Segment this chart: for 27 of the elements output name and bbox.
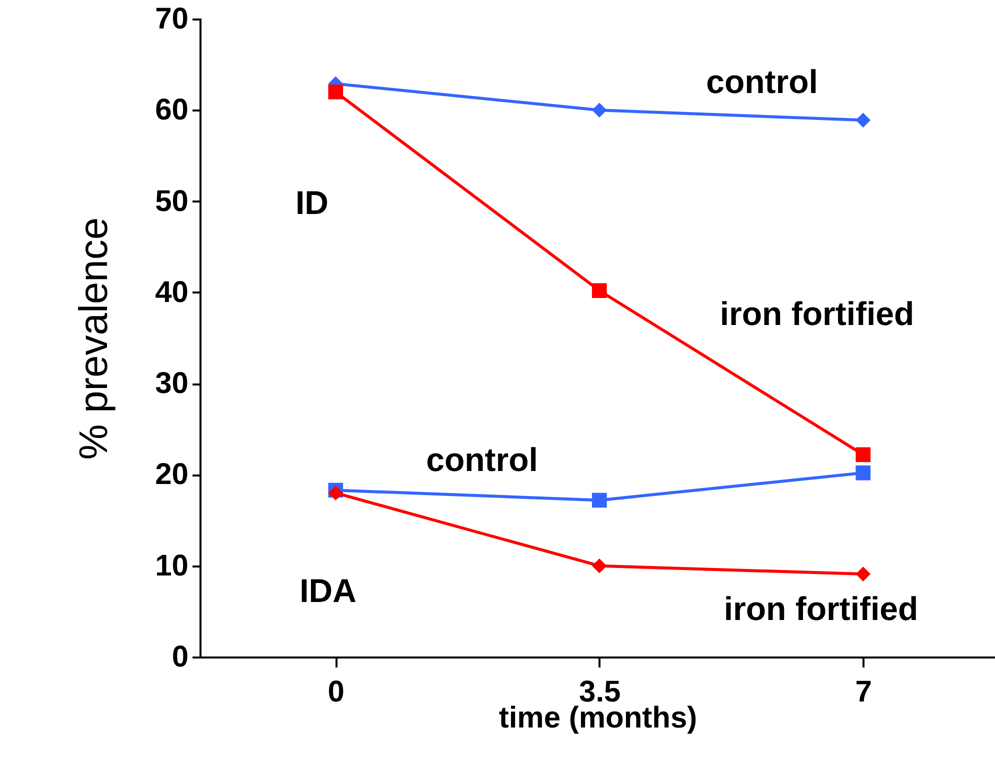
point bbox=[856, 566, 871, 582]
point bbox=[328, 486, 344, 500]
point bbox=[592, 492, 607, 508]
series-label: control bbox=[706, 63, 818, 100]
x-tick-label: 0 bbox=[328, 676, 344, 708]
y-tick-label: 30 bbox=[155, 367, 188, 400]
annotation: IDA bbox=[300, 572, 356, 609]
point bbox=[592, 558, 607, 574]
y-tick-label: 70 bbox=[155, 2, 188, 36]
point bbox=[592, 102, 607, 118]
series-label: iron fortified bbox=[720, 295, 914, 332]
y-tick-label: 0 bbox=[172, 640, 188, 674]
point bbox=[592, 283, 607, 298]
y-tick-label: 40 bbox=[155, 276, 188, 309]
series-label: control bbox=[426, 441, 538, 478]
y-axis-title: % prevalence bbox=[72, 217, 116, 460]
point bbox=[856, 465, 871, 480]
y-tick-label: 20 bbox=[155, 458, 188, 492]
y-tick-label: 60 bbox=[155, 94, 188, 127]
point bbox=[856, 112, 871, 128]
y-tick-label: 50 bbox=[155, 184, 188, 218]
series-label: iron fortified bbox=[724, 590, 918, 627]
y-tick-label: 10 bbox=[155, 549, 188, 582]
point bbox=[328, 84, 344, 100]
annotation: ID bbox=[296, 184, 328, 221]
x-tick-label: 7 bbox=[855, 676, 872, 708]
point bbox=[856, 447, 871, 462]
